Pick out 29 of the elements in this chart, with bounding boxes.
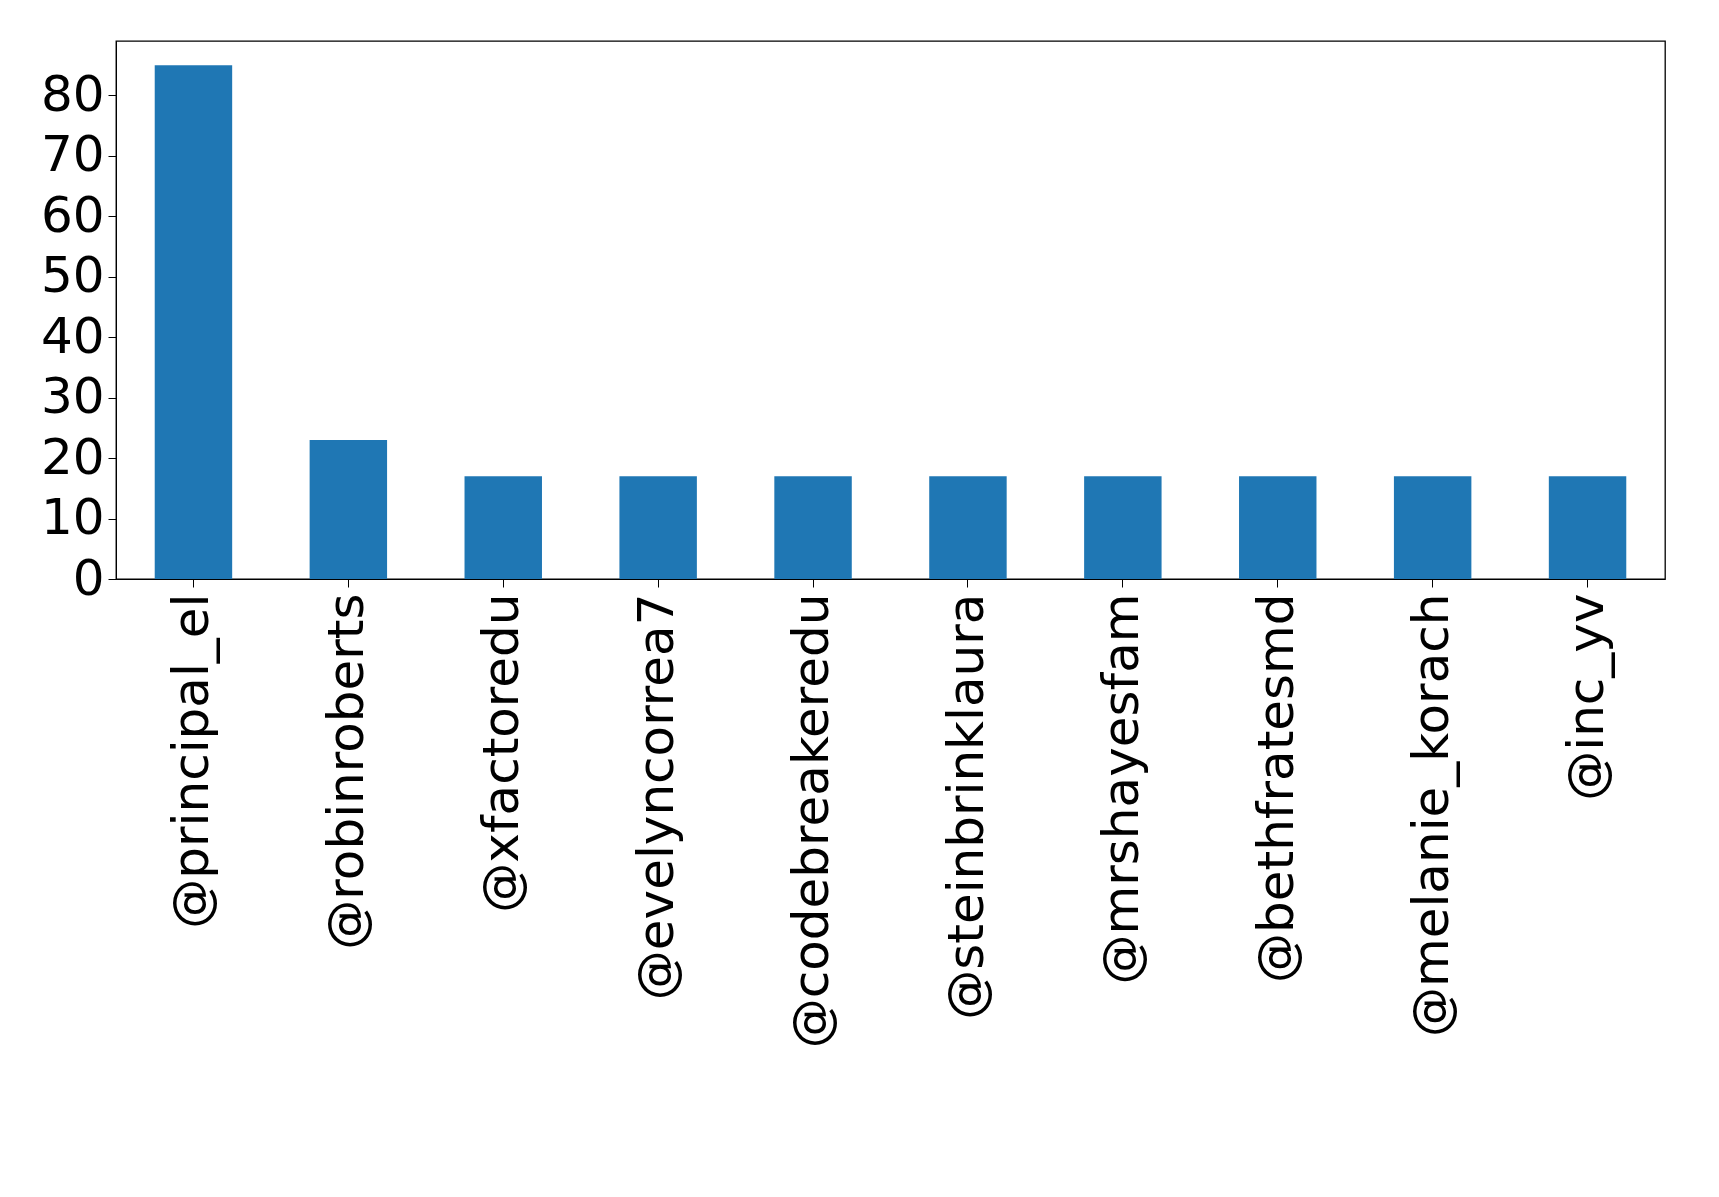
bar — [1084, 476, 1162, 579]
y-tick-label: 60 — [40, 185, 105, 244]
x-tick-label: @mrshayesfam — [1091, 593, 1150, 985]
x-tick-label: @melanie_korach — [1401, 593, 1460, 1037]
y-tick-label: 10 — [40, 488, 105, 547]
bar — [1239, 476, 1317, 579]
x-tick-label: @codebreakeredu — [782, 593, 841, 1049]
bar — [464, 476, 542, 579]
y-tick-label: 40 — [40, 306, 105, 365]
bar — [1393, 476, 1472, 579]
x-tick-label: @steinbrinklaura — [936, 593, 995, 1020]
bar — [774, 476, 852, 579]
x-tick-label: @principal_el — [162, 593, 221, 929]
y-tick-label: 80 — [40, 64, 105, 123]
x-tick-label: @xfactoredu — [472, 593, 531, 913]
y-tick-label: 50 — [40, 246, 105, 305]
x-tick-label: @bethfratesmd — [1246, 593, 1305, 983]
y-tick-label: 30 — [40, 367, 105, 426]
y-tick-label: 0 — [72, 548, 105, 607]
bar — [1548, 476, 1627, 579]
bar — [619, 476, 697, 579]
y-tick-label: 70 — [40, 125, 105, 184]
bar — [929, 476, 1007, 579]
x-tick-label: @evelyncorrea7 — [627, 593, 686, 1001]
x-tick-label: @inc_yv — [1556, 593, 1615, 801]
bar — [154, 65, 233, 579]
bar — [309, 439, 388, 579]
x-tick-label: @robinroberts — [317, 593, 376, 950]
y-tick-label: 20 — [40, 427, 105, 486]
